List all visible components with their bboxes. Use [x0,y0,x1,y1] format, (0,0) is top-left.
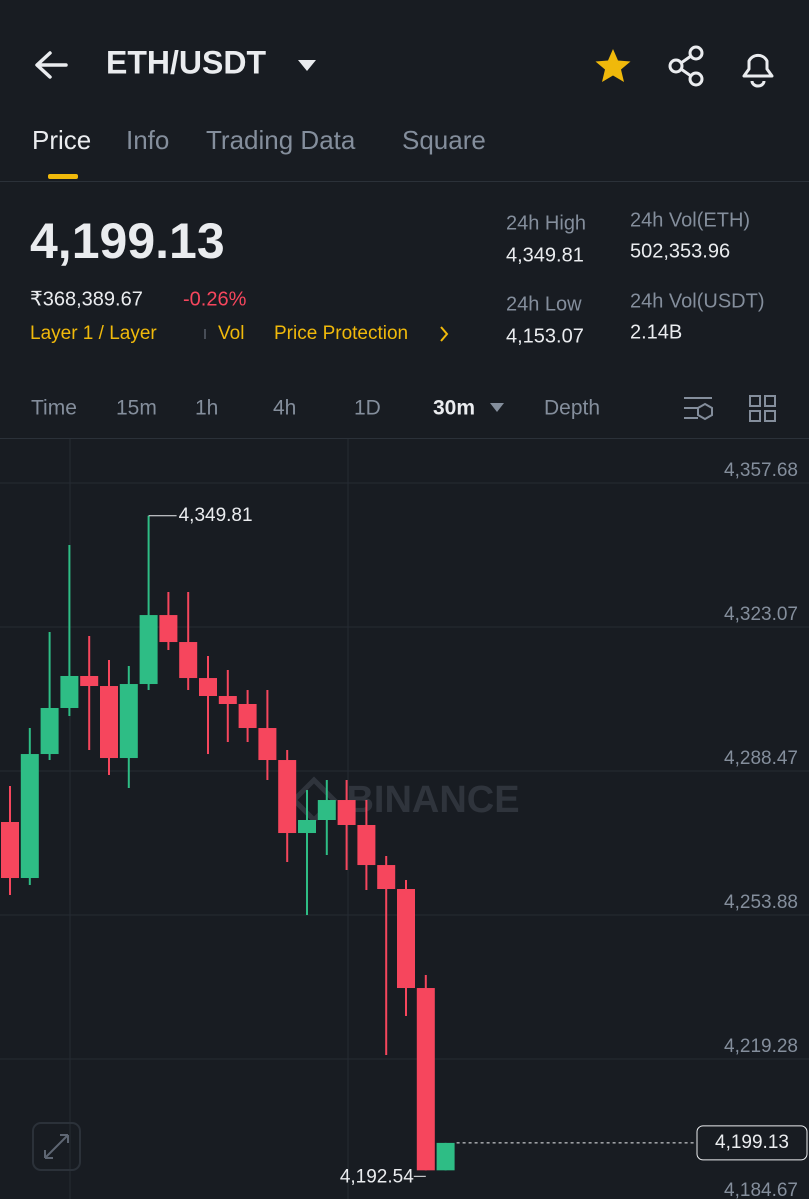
candle-body [20,754,39,879]
candle-body [139,615,158,685]
stat-value: 4,349.81 [506,244,584,266]
candle-body [218,696,237,705]
candle-body [416,988,435,1171]
divider [0,438,809,439]
y-tick-label: 4,219.28 [724,1036,798,1057]
y-tick-label: 4,253.88 [724,892,798,913]
stat-value: 4,153.07 [506,325,584,347]
candle-body [317,800,336,820]
y-tick-label: 4,357.68 [724,460,798,481]
stat-label: 24h High [506,212,586,234]
candle-body [357,824,376,866]
candle-body [100,686,118,759]
tag[interactable]: Vol [218,323,244,344]
fiat-price: ₹368,389.67 [30,288,143,310]
tag[interactable]: Price Protection [274,323,408,344]
back-button[interactable] [35,51,68,79]
tab-indicator [48,174,78,179]
candle-body [159,615,178,643]
stat-label: 24h Vol(USDT) [630,290,765,312]
interval[interactable]: 4h [273,397,296,420]
watermark: BINANCE [346,779,519,821]
chart: 4,357.68 4,323.07 4,288.47 4,253.88 4,219.28… [0,460,809,1199]
candle-body [179,642,198,679]
candle-body [199,678,217,697]
low-label: 4,192.54 [340,1166,414,1187]
tab[interactable]: Trading Data [206,125,356,155]
y-tick-label: 4,288.47 [724,748,798,769]
interval[interactable]: 1D [354,397,381,420]
price-change: -0.26% [183,288,247,310]
pair-dropdown[interactable] [298,60,316,71]
tab[interactable]: Square [402,125,486,155]
tag[interactable]: Layer 1 / Layer [30,323,157,344]
y-tick-label: 4,323.07 [724,604,798,625]
candle-body [238,704,257,729]
interval[interactable]: Depth [544,397,600,420]
layout-button[interactable] [749,395,776,422]
tag-chevron [440,326,449,342]
stat-value: 2.14B [630,321,682,343]
favorite-star[interactable] [595,49,631,82]
candle-body [298,819,316,834]
last-price-box [696,1125,808,1161]
interval[interactable]: Time [31,397,77,420]
stat-label: 24h Low [506,293,582,315]
interval[interactable]: 1h [195,397,218,420]
interval[interactable]: 15m [116,397,157,420]
indicator-settings[interactable] [684,397,713,421]
tag-separator [204,329,206,339]
candle-body [1,821,19,879]
pair-title[interactable]: ETH/USDT [106,44,266,80]
last-price: 4,199.13 [30,213,225,269]
candle-body [80,675,99,687]
interval-dropdown[interactable] [490,403,504,412]
candle-body [258,728,277,761]
alert-bell[interactable] [742,53,774,88]
tab[interactable]: Info [126,125,169,155]
candle-body [337,800,356,825]
last-price-label: 4,199.13 [715,1132,789,1153]
candle-body [119,684,138,759]
candle-body [436,1142,455,1171]
tab[interactable]: Price [32,125,91,155]
candle-body [40,707,59,755]
share-button[interactable] [668,45,704,87]
stat-label: 24h Vol(ETH) [630,209,750,231]
candle-body [397,889,415,989]
candle-body [377,865,396,890]
y-tick-label: 4,184.67 [724,1180,798,1199]
fullscreen-button[interactable] [32,1122,81,1171]
candle-body [278,760,297,834]
interval-selected[interactable]: 30m [433,397,475,420]
divider [0,181,809,182]
high-label: 4,349.81 [179,505,253,526]
candle-body [60,675,79,708]
stat-value: 502,353.96 [630,240,730,262]
